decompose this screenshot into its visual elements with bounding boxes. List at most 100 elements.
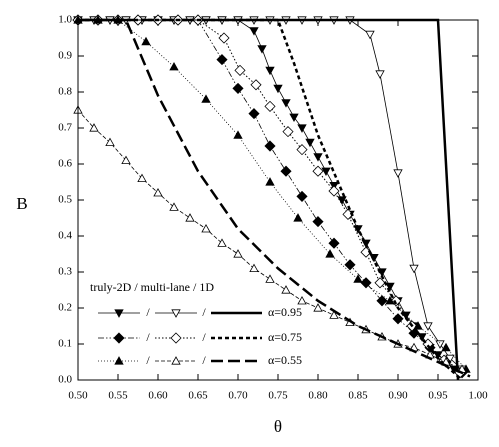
x-tick-label: 0.55 xyxy=(108,390,128,402)
point xyxy=(409,264,419,274)
point xyxy=(265,66,275,76)
point xyxy=(393,169,403,178)
y-tick-label: 0.4 xyxy=(58,230,72,242)
legend-marker xyxy=(114,356,124,365)
y-tick-label: 0.8 xyxy=(58,86,72,98)
point xyxy=(282,126,294,138)
legend-label: α=0.95 xyxy=(268,305,302,319)
y-tick-label: 0.1 xyxy=(58,338,72,350)
plot-frame xyxy=(77,19,479,381)
legend-separator: / xyxy=(202,353,206,367)
point xyxy=(233,249,243,258)
point xyxy=(392,313,404,325)
point xyxy=(325,249,335,258)
y-axis-label: B xyxy=(16,194,27,213)
point xyxy=(281,285,291,294)
point xyxy=(249,27,259,36)
point xyxy=(233,130,243,139)
point xyxy=(305,138,315,148)
point xyxy=(376,295,388,307)
legend-marker xyxy=(170,332,182,344)
point xyxy=(201,94,211,103)
point xyxy=(297,124,307,133)
legend-marker xyxy=(114,309,124,318)
x-tick-label: 0.85 xyxy=(348,390,368,402)
x-tick-label: 0.65 xyxy=(188,390,208,402)
point xyxy=(328,237,340,249)
y-tick-label: 0.7 xyxy=(58,122,72,134)
y-tick-label: 0.6 xyxy=(58,158,72,170)
x-tick-label: 0.50 xyxy=(68,390,88,402)
point xyxy=(89,123,99,132)
x-tick-label: 0.70 xyxy=(228,390,248,402)
point xyxy=(264,140,276,152)
point xyxy=(264,100,276,112)
x-tick-label: 0.90 xyxy=(388,390,408,402)
point xyxy=(365,30,375,40)
point xyxy=(321,167,331,177)
point xyxy=(141,36,151,46)
curve xyxy=(78,18,463,380)
point xyxy=(289,113,299,123)
legend-marker xyxy=(171,356,181,365)
point xyxy=(153,187,163,197)
legend-separator: / xyxy=(202,330,206,344)
point xyxy=(218,32,230,44)
point xyxy=(385,282,395,292)
point xyxy=(217,238,227,247)
point xyxy=(361,239,371,249)
point xyxy=(433,351,443,360)
x-tick-label: 0.75 xyxy=(268,390,288,402)
point xyxy=(105,137,115,147)
x-tick-label: 1.00 xyxy=(468,390,488,402)
point xyxy=(385,295,395,305)
point xyxy=(296,190,308,202)
point xyxy=(169,61,179,71)
point xyxy=(232,82,244,94)
point xyxy=(185,213,195,222)
point xyxy=(201,223,211,233)
point xyxy=(297,295,307,305)
legend-label: α=0.75 xyxy=(268,330,302,344)
point xyxy=(273,84,283,94)
y-tick-label: 0.3 xyxy=(58,266,72,278)
curve xyxy=(78,19,467,370)
legend-title: truly-2D / multi-lane / 1D xyxy=(90,280,214,294)
x-tick-label: 0.80 xyxy=(308,390,328,402)
point xyxy=(375,70,385,79)
legend-separator: / xyxy=(202,305,206,319)
point xyxy=(360,277,372,289)
point xyxy=(344,259,356,271)
y-tick-label: 0.0 xyxy=(58,374,72,386)
point xyxy=(216,54,228,66)
point xyxy=(441,342,451,352)
legend-separator: / xyxy=(146,305,150,319)
point xyxy=(313,303,323,312)
point xyxy=(353,225,363,234)
legend-separator: / xyxy=(146,353,150,367)
legend-marker xyxy=(171,309,181,318)
legend-marker xyxy=(113,332,125,344)
y-tick-label: 0.5 xyxy=(58,194,72,206)
point xyxy=(337,196,347,205)
point xyxy=(312,216,324,228)
point xyxy=(313,153,323,162)
point xyxy=(280,165,292,177)
point xyxy=(353,274,363,283)
y-tick-label: 0.2 xyxy=(58,302,72,314)
point xyxy=(265,177,275,186)
point xyxy=(265,274,275,283)
point xyxy=(328,185,340,197)
point xyxy=(413,321,423,330)
point xyxy=(374,277,386,289)
point xyxy=(329,310,339,319)
curve xyxy=(78,18,471,378)
point xyxy=(257,45,267,54)
y-tick-label: 1.0 xyxy=(58,14,72,26)
point xyxy=(169,202,179,211)
x-tick-label: 0.60 xyxy=(148,390,168,402)
point xyxy=(312,165,324,177)
